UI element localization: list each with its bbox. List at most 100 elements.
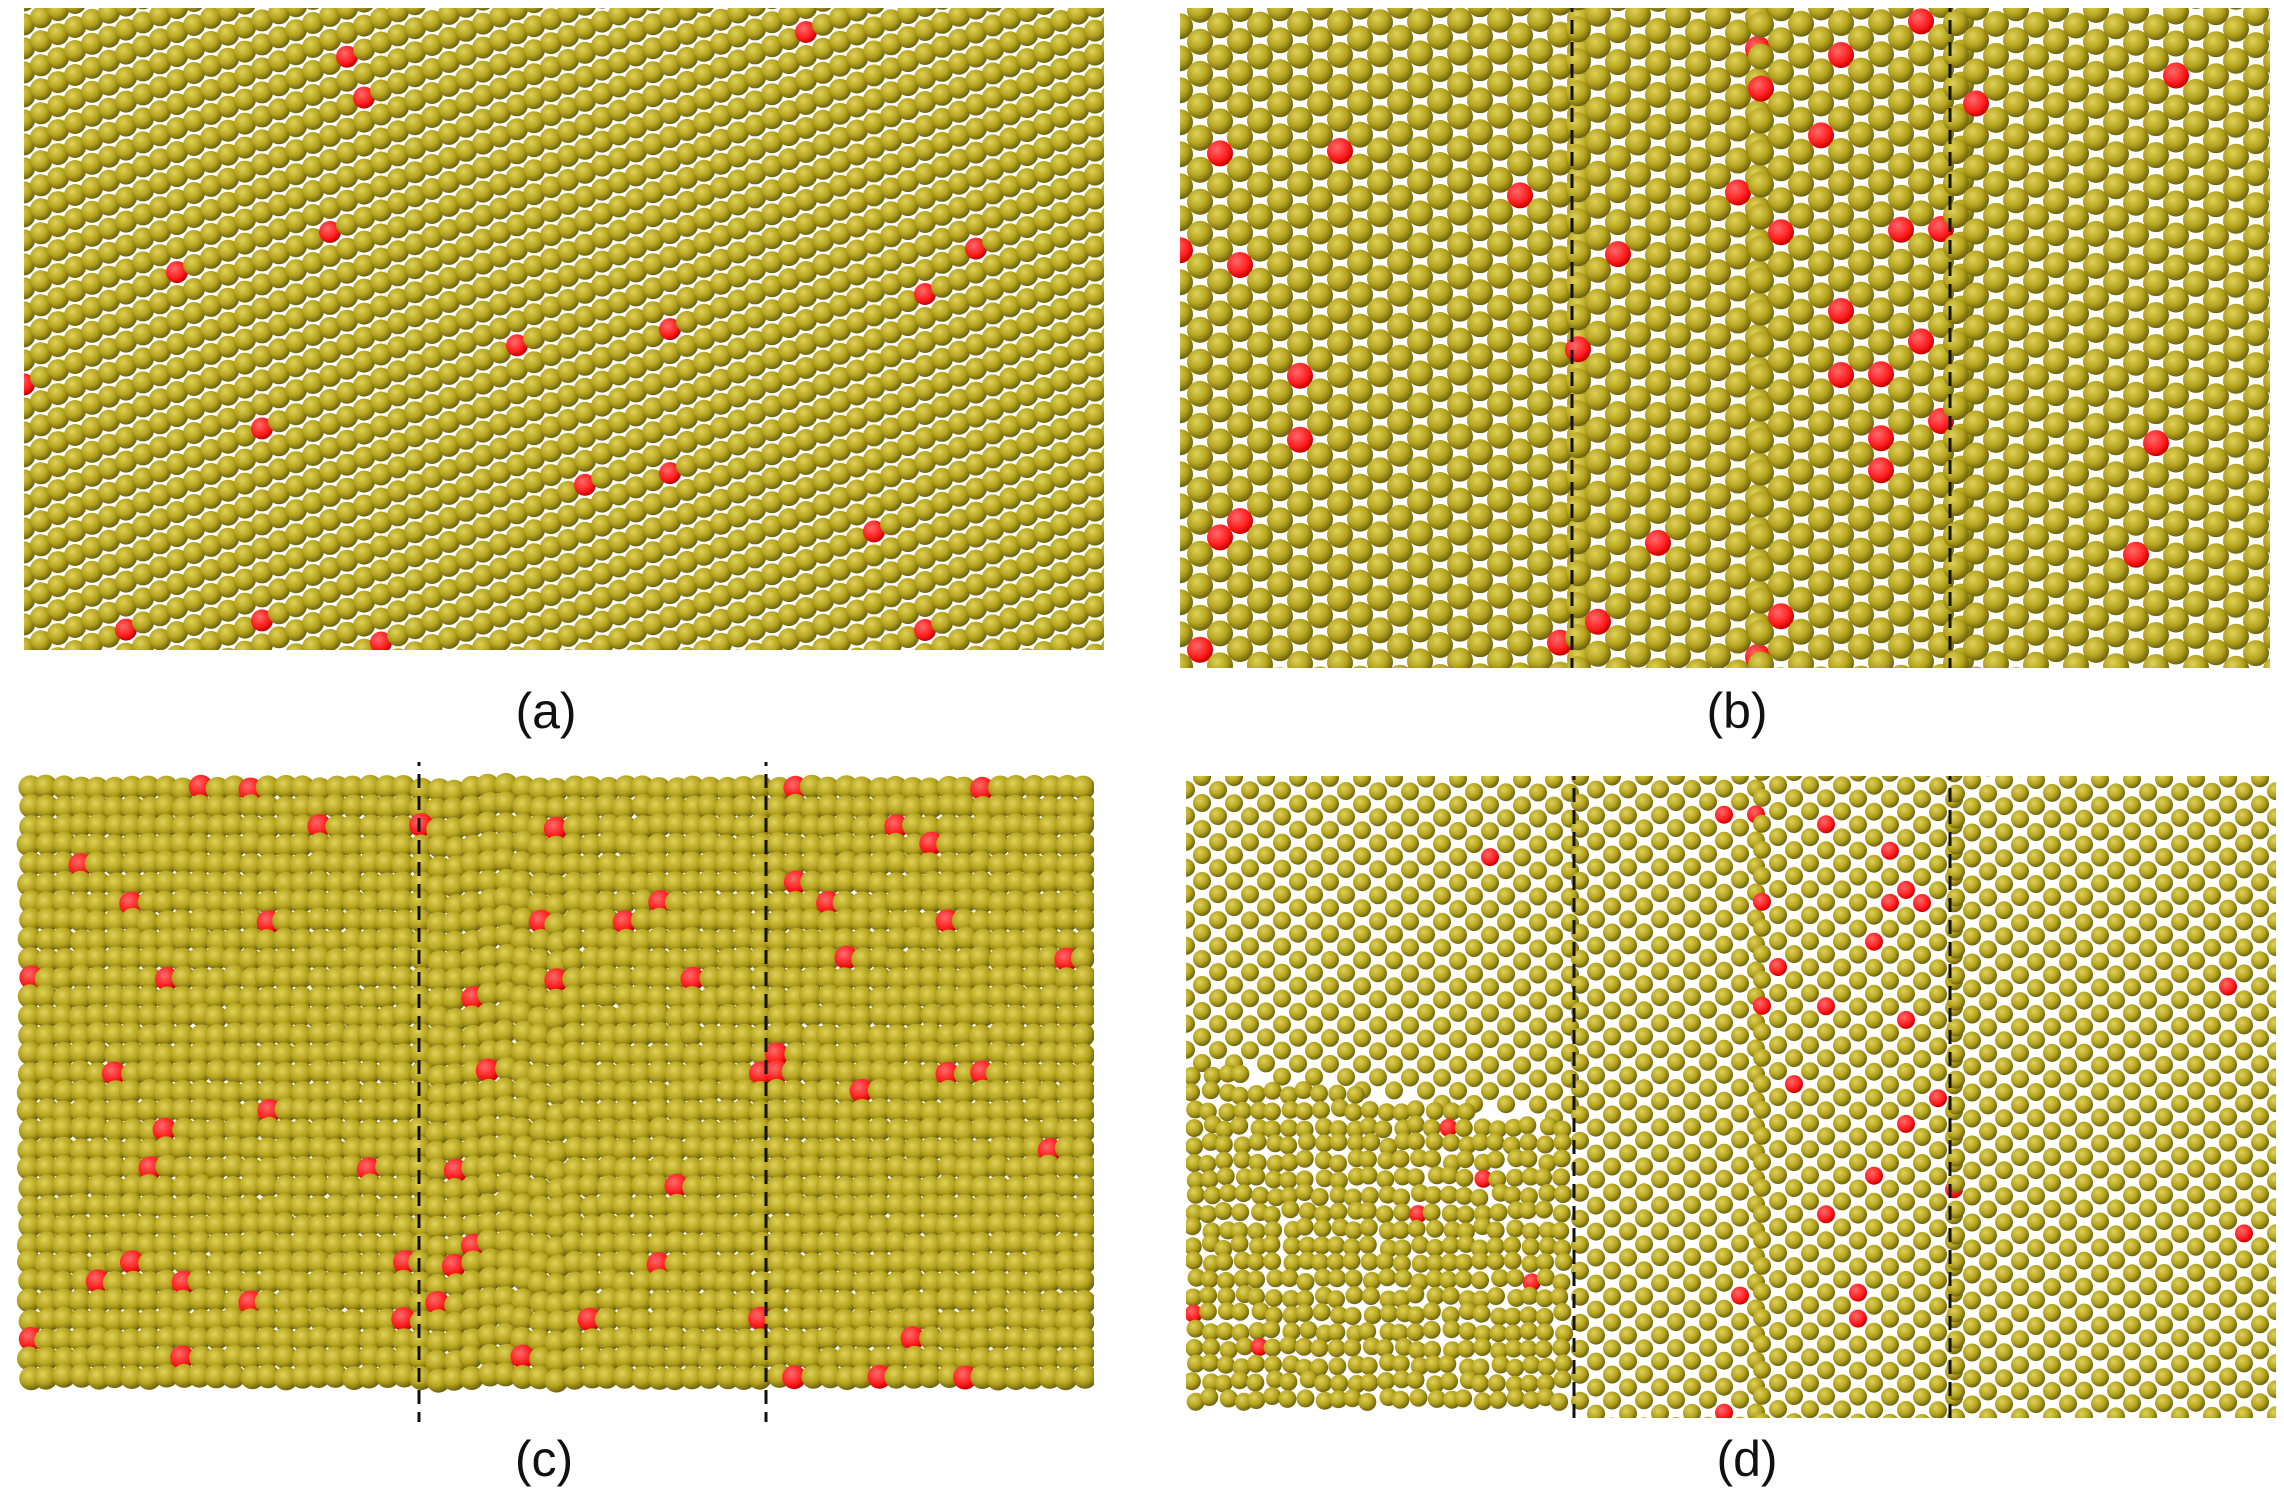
atom xyxy=(1828,394,1854,420)
atom xyxy=(2203,351,2229,378)
atom xyxy=(64,328,86,350)
atom xyxy=(1507,246,1533,273)
atom xyxy=(578,965,603,990)
atom xyxy=(323,1309,348,1333)
atom xyxy=(1527,390,1553,416)
atom xyxy=(1507,22,1533,49)
atom xyxy=(1037,833,1062,858)
atom xyxy=(404,449,426,472)
atom xyxy=(829,390,851,413)
atom xyxy=(1705,259,1731,286)
atom xyxy=(16,1080,41,1105)
atom xyxy=(455,571,477,594)
panel-a-caption: (a) xyxy=(515,683,577,739)
atom xyxy=(288,1271,313,1296)
atom xyxy=(1347,409,1373,436)
atom xyxy=(781,852,806,877)
atom xyxy=(546,1310,571,1335)
atom xyxy=(849,985,874,1010)
atom xyxy=(574,617,596,640)
atom xyxy=(272,1062,297,1086)
atom xyxy=(251,585,273,608)
atom xyxy=(931,323,953,346)
atom xyxy=(591,130,613,153)
atom xyxy=(217,215,239,238)
atom xyxy=(1983,106,2009,133)
atom xyxy=(1625,65,1651,92)
atom xyxy=(795,549,817,571)
defect-atom xyxy=(1768,603,1794,630)
atom xyxy=(2223,335,2249,362)
atom xyxy=(646,985,670,1010)
atom xyxy=(81,560,103,583)
atom xyxy=(222,1212,247,1237)
atom xyxy=(917,852,942,877)
atom xyxy=(404,473,426,496)
atom xyxy=(1983,234,2009,261)
atom xyxy=(30,270,52,293)
atom xyxy=(1227,188,1253,214)
atom xyxy=(1748,491,1774,518)
atom xyxy=(149,196,171,219)
atom xyxy=(625,452,647,475)
atom xyxy=(1407,264,1433,291)
atom xyxy=(1050,33,1072,56)
atom xyxy=(1705,35,1731,62)
atom xyxy=(1908,392,1934,419)
atom xyxy=(663,1138,687,1163)
atom xyxy=(697,1174,722,1199)
atom xyxy=(744,138,766,161)
atom xyxy=(710,584,732,607)
atom xyxy=(1527,326,1553,352)
atom xyxy=(935,1287,960,1312)
atom xyxy=(2223,111,2249,138)
atom xyxy=(387,528,409,551)
atom xyxy=(1267,347,1293,374)
atom xyxy=(1705,483,1731,510)
atom xyxy=(324,1194,349,1219)
atom xyxy=(574,185,596,208)
atom xyxy=(781,1097,806,1122)
atom xyxy=(2043,188,2069,215)
atom xyxy=(234,472,256,495)
atom xyxy=(1888,184,1914,211)
atom xyxy=(880,153,902,176)
atom xyxy=(1072,908,1094,933)
atom xyxy=(540,632,562,650)
atom xyxy=(693,231,715,254)
atom xyxy=(645,1080,670,1105)
atom xyxy=(710,56,732,79)
atom xyxy=(455,163,477,186)
atom xyxy=(115,234,137,257)
atom xyxy=(1072,1003,1094,1028)
atom xyxy=(1705,323,1731,350)
atom xyxy=(969,1138,994,1163)
atom xyxy=(812,13,834,36)
atom xyxy=(1487,198,1513,225)
atom xyxy=(1067,98,1089,121)
atom xyxy=(1487,230,1513,257)
atom xyxy=(1207,396,1233,423)
atom xyxy=(523,39,545,62)
atom xyxy=(523,255,545,278)
atom xyxy=(727,265,749,288)
atom xyxy=(373,946,398,971)
atom xyxy=(2203,383,2229,410)
atom xyxy=(749,910,774,935)
atom xyxy=(693,423,715,446)
atom xyxy=(574,257,596,280)
atom xyxy=(693,351,715,374)
atom xyxy=(1327,554,1353,580)
atom xyxy=(795,525,817,547)
atom xyxy=(574,8,596,16)
atom xyxy=(1908,552,1934,579)
atom xyxy=(561,1347,586,1372)
atom xyxy=(697,870,721,895)
atom xyxy=(799,1270,824,1295)
atom xyxy=(472,12,494,35)
atom xyxy=(2243,416,2269,443)
defect-atom xyxy=(251,417,273,440)
atom xyxy=(631,889,656,914)
atom xyxy=(319,460,341,483)
atom xyxy=(727,385,749,408)
